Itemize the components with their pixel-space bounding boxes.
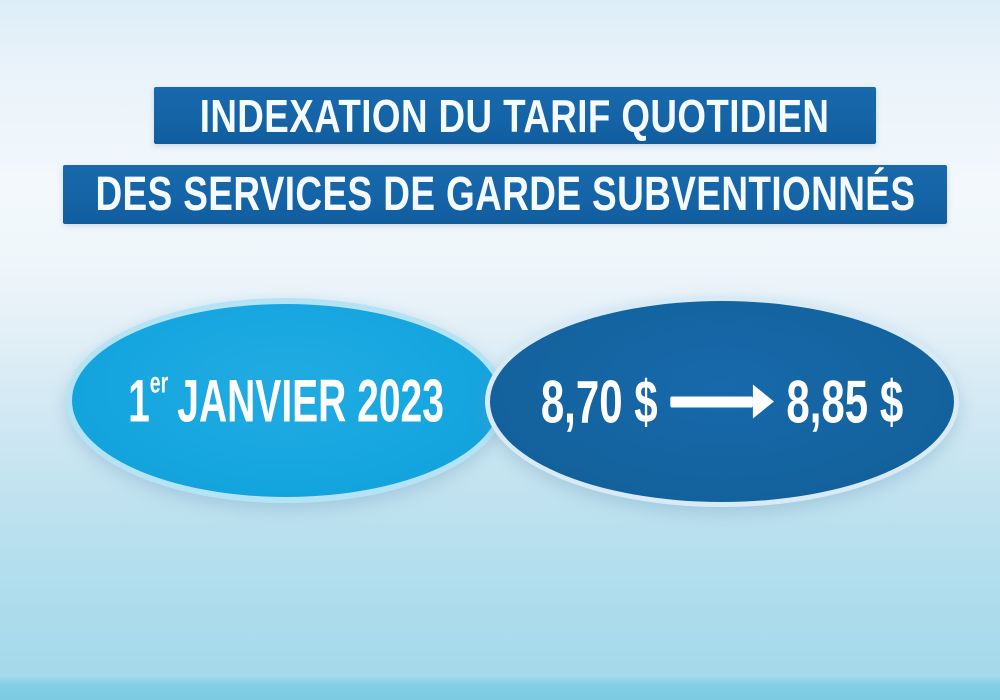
- date-ordinal-superscript: er: [149, 366, 169, 399]
- price-transition: 8,70 $ 8,85 $: [541, 367, 903, 436]
- date-month-year: JANVIER 2023: [177, 367, 444, 434]
- new-price: 8,85 $: [786, 368, 904, 435]
- title-banner-line1: INDEXATION DU TARIF QUOTIDIEN: [154, 87, 876, 144]
- date-ellipse-badge: 1 er JANVIER 2023: [66, 298, 506, 503]
- arrow-head: [752, 384, 774, 419]
- arrow-right-icon: [670, 384, 774, 419]
- old-price: 8,70 $: [540, 368, 658, 435]
- price-ellipse-badge: 8,70 $ 8,85 $: [485, 296, 959, 507]
- arrow-shaft: [670, 396, 753, 407]
- title-line1-text: INDEXATION DU TARIF QUOTIDIEN: [200, 89, 830, 142]
- date-day: 1: [128, 367, 150, 434]
- date-text: 1 er JANVIER 2023: [128, 366, 444, 435]
- title-line2-text: DES SERVICES DE GARDE SUBVENTIONNÉS: [95, 168, 915, 221]
- title-banner-line2: DES SERVICES DE GARDE SUBVENTIONNÉS: [63, 165, 947, 224]
